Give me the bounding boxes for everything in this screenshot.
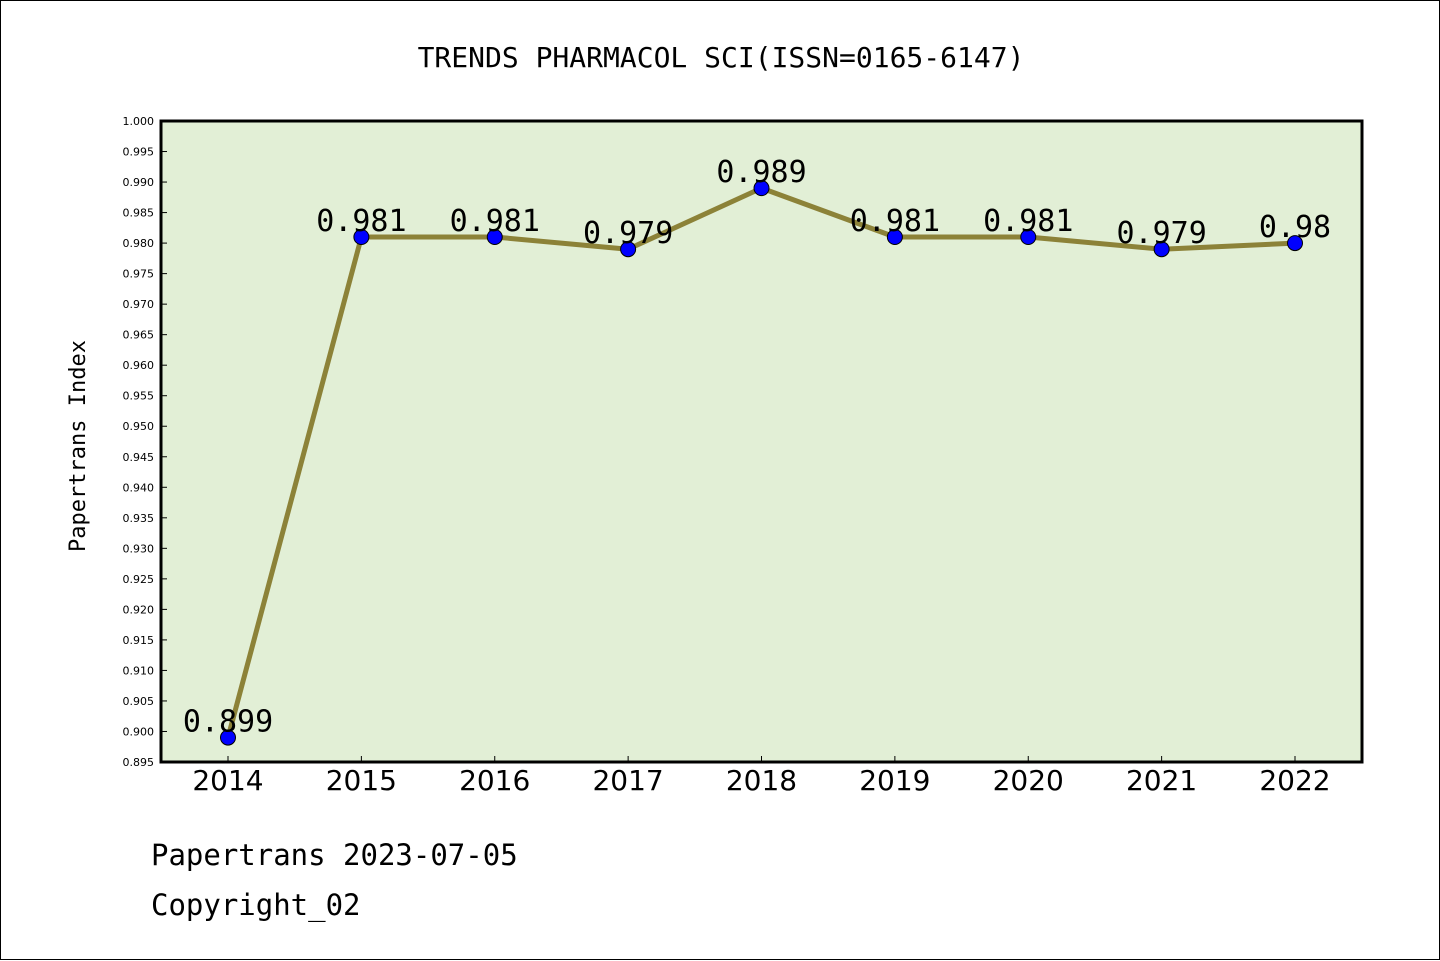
x-tick-label: 2021 <box>1126 764 1197 797</box>
y-tick-label: 0.995 <box>123 146 155 159</box>
y-tick-label: 0.960 <box>123 359 155 372</box>
y-tick-label: 0.935 <box>123 512 155 525</box>
x-tick-label: 2015 <box>326 764 397 797</box>
x-tick-label: 2022 <box>1259 764 1330 797</box>
y-tick-label: 0.975 <box>123 268 155 281</box>
y-tick-label: 0.985 <box>123 207 155 220</box>
y-tick-label: 0.970 <box>123 298 155 311</box>
y-tick-label: 0.930 <box>123 542 155 555</box>
data-point <box>620 241 637 258</box>
y-tick-label: 0.905 <box>123 695 155 708</box>
data-label: 0.98 <box>1259 210 1331 245</box>
footer-copyright: Copyright_02 <box>151 888 361 923</box>
x-tick-label: 2018 <box>726 764 797 797</box>
y-tick-label: 0.940 <box>123 481 155 494</box>
data-label: 0.899 <box>183 705 273 740</box>
y-tick-label: 0.950 <box>123 420 155 433</box>
data-label: 0.989 <box>716 155 806 190</box>
x-tick-label: 2017 <box>592 764 663 797</box>
y-tick-label: 0.965 <box>123 329 155 342</box>
data-label: 0.981 <box>316 204 406 239</box>
y-tick-label: 0.920 <box>123 603 155 616</box>
x-axis: 2014 2015 2016 2017 2018 2019 2020 2021 2022 <box>192 756 1331 797</box>
y-axis-label: Papertrans Index <box>66 340 91 552</box>
footer-source: Papertrans 2023-07-05 <box>151 838 518 872</box>
y-tick-label: 0.980 <box>123 237 155 250</box>
x-tick-label: 2016 <box>459 764 530 797</box>
y-tick-label: 0.945 <box>123 451 155 464</box>
y-tick-label: 1.000 <box>123 115 155 128</box>
x-tick-label: 2019 <box>859 764 930 797</box>
y-axis: 0.895 0.900 0.905 0.910 0.915 0.920 0.925 0.930… <box>123 115 167 769</box>
y-tick-label: 0.900 <box>123 725 155 738</box>
data-point <box>1287 235 1303 252</box>
data-point <box>886 228 903 245</box>
y-tick-label: 0.910 <box>123 664 155 677</box>
data-label: 0.981 <box>450 204 540 239</box>
data-label: 0.979 <box>583 216 673 251</box>
plot-area <box>159 119 1364 764</box>
data-point <box>753 180 770 197</box>
data-point <box>353 228 370 245</box>
y-tick-label: 0.990 <box>123 176 155 189</box>
data-label-layer: 0.899 0.981 0.981 0.979 0.989 0.981 0.981 0.979… <box>183 155 1331 739</box>
data-label: 0.979 <box>1116 216 1206 251</box>
data-label: 0.981 <box>850 204 940 239</box>
data-point <box>1020 228 1037 245</box>
data-point <box>486 228 503 245</box>
y-tick-label: 0.895 <box>123 756 155 769</box>
y-tick-label: 0.955 <box>123 390 155 403</box>
data-label: 0.981 <box>983 204 1073 239</box>
data-point <box>220 729 236 746</box>
series-layer <box>220 180 1303 746</box>
chart-title: TRENDS PHARMACOL SCI(ISSN=0165-6147) <box>418 41 1025 74</box>
x-tick-label: 2014 <box>192 764 263 797</box>
x-tick-label: 2020 <box>993 764 1064 797</box>
data-point <box>1153 241 1170 258</box>
y-tick-label: 0.925 <box>123 573 155 586</box>
y-tick-label: 0.915 <box>123 634 155 647</box>
